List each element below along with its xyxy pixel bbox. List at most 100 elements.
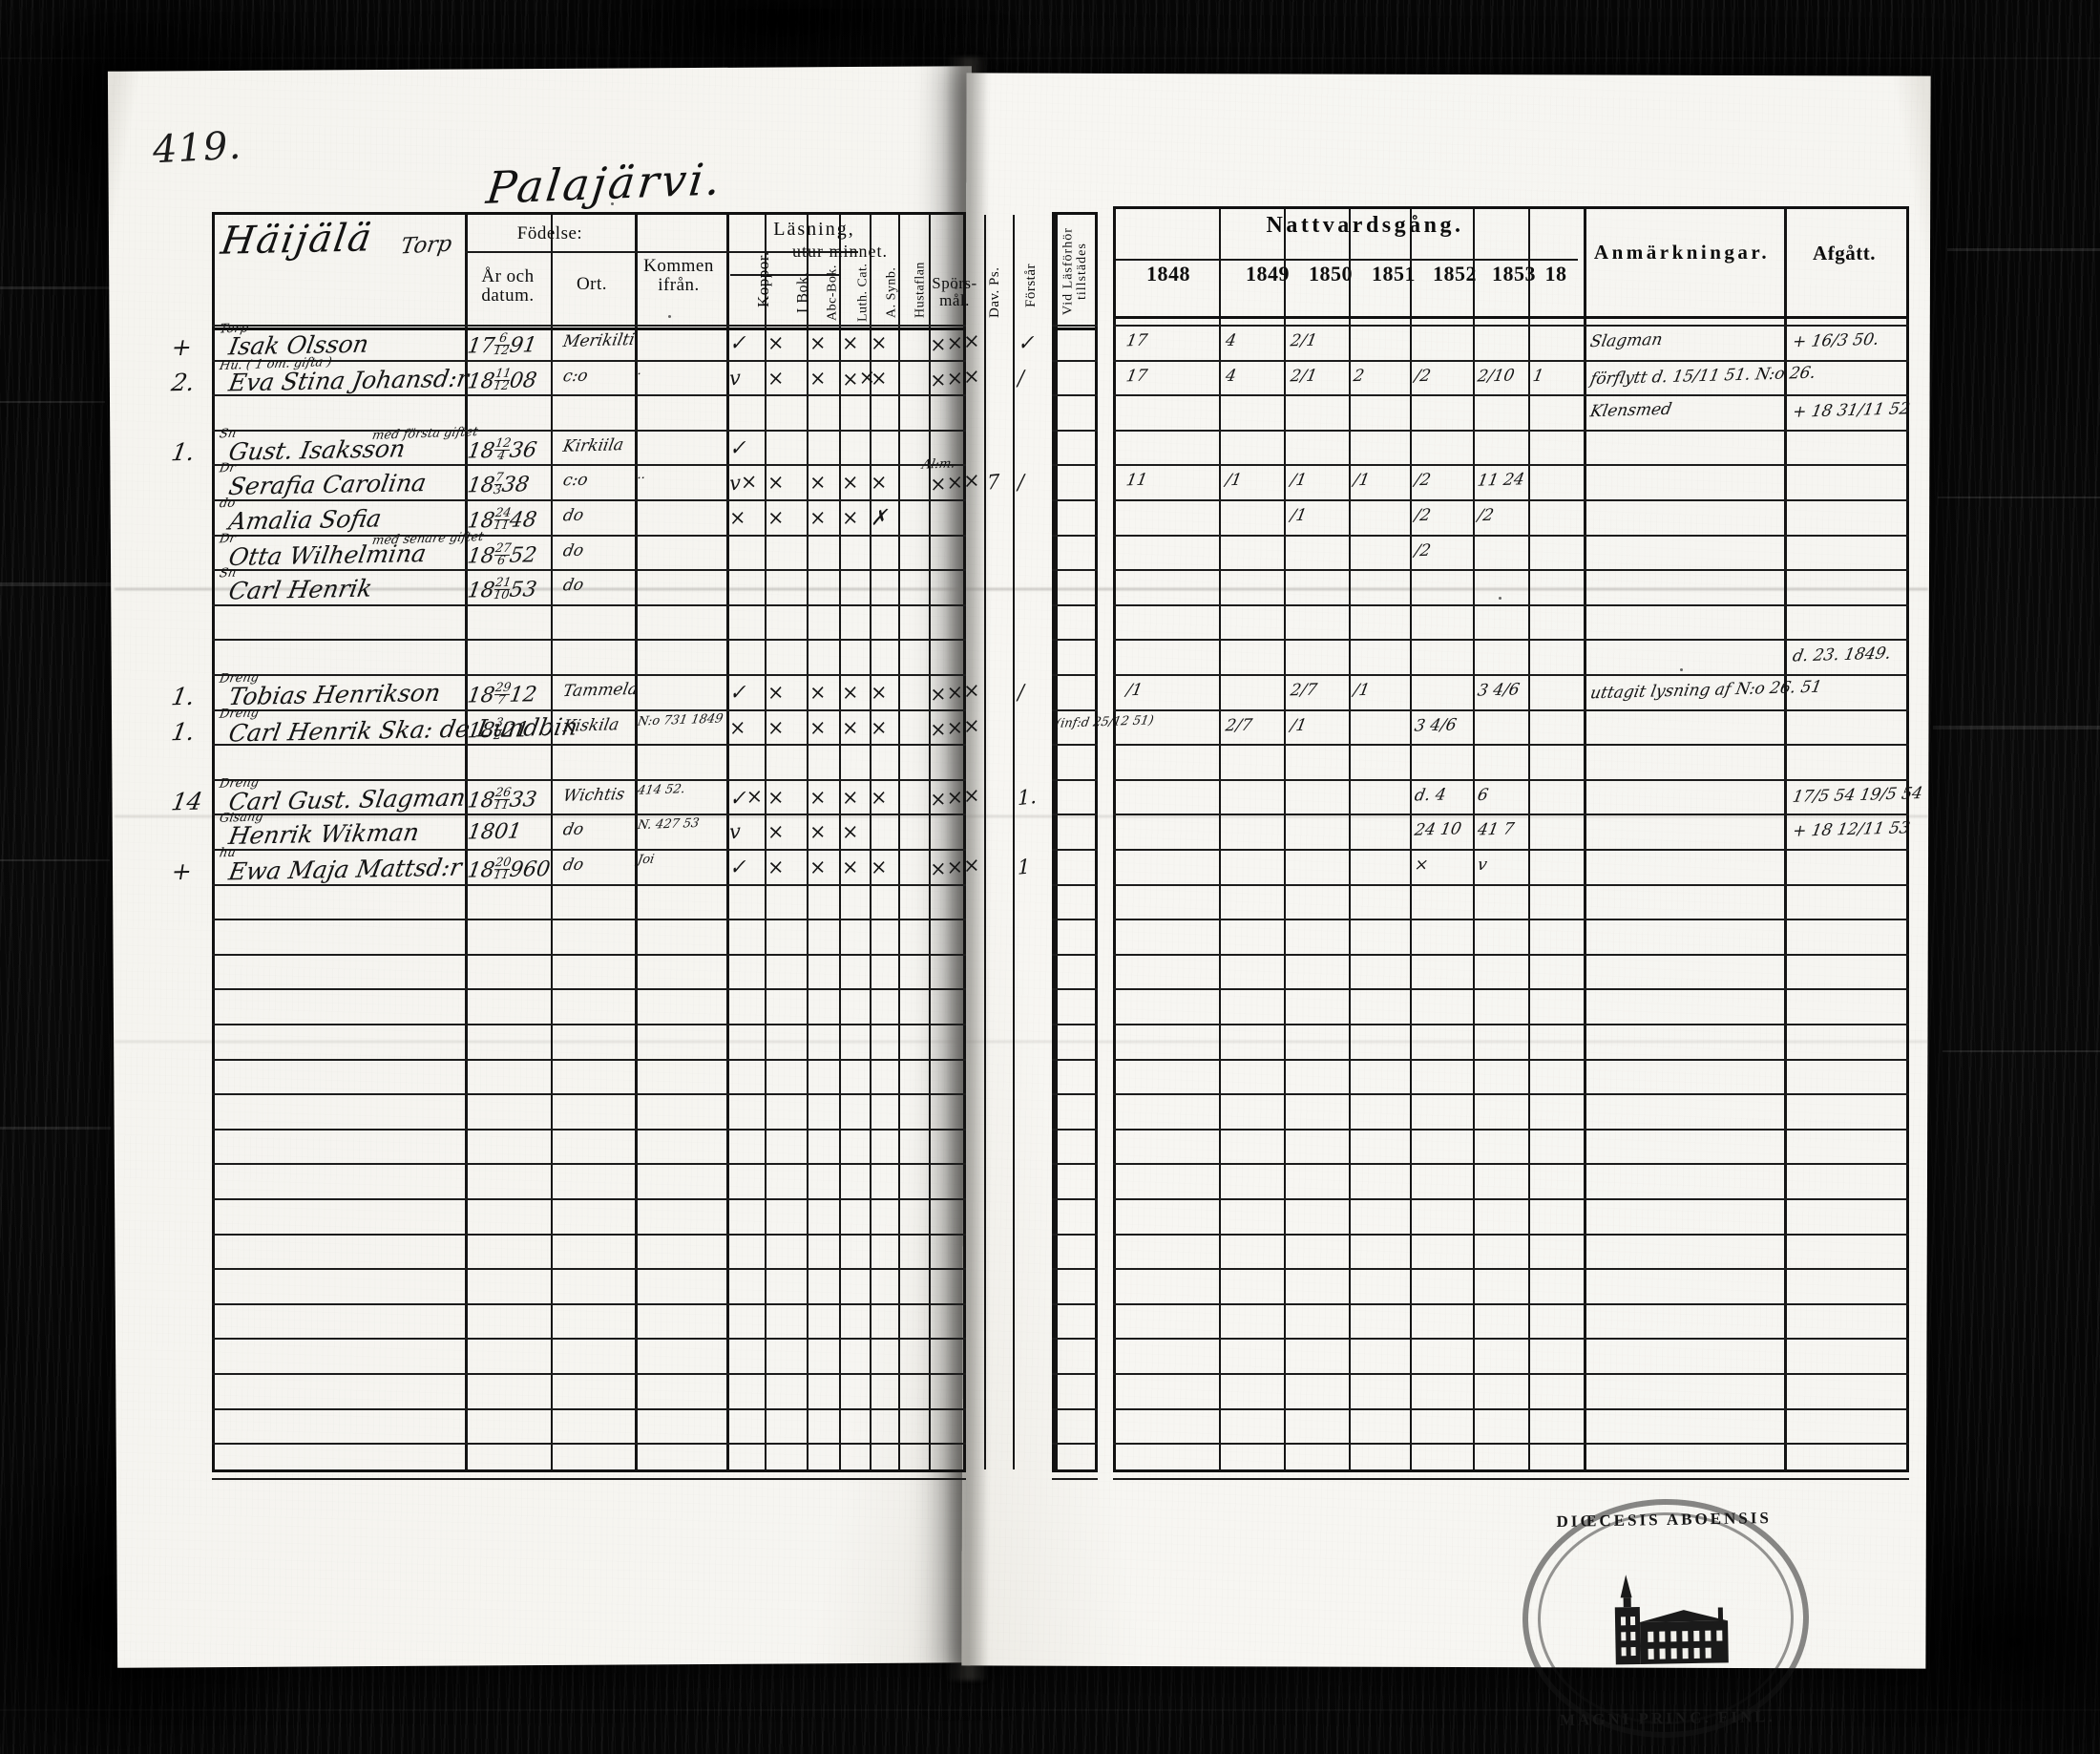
row-reading-mark: ×	[767, 680, 785, 705]
row-reading-mark: ×	[767, 365, 785, 391]
row-communion-mark: 2/7	[1289, 680, 1319, 701]
table-rule-line	[1113, 988, 1909, 991]
table-rule-line	[1113, 499, 1909, 501]
row-smallpox-mark: ×	[729, 505, 746, 530]
table-rule-line	[1113, 1338, 1909, 1341]
table-rule-line	[1052, 919, 1098, 921]
table-rule-line	[212, 394, 966, 397]
header-a-synb: A. Synb.	[884, 266, 899, 318]
header-lasning: Läsning,	[773, 218, 855, 240]
table-rule-line	[1113, 744, 1909, 747]
table-rule-line	[1052, 1373, 1098, 1375]
table-rule-line	[1052, 639, 1098, 642]
table-rule-line	[1113, 1163, 1909, 1166]
row-person-name: Henrik Wikman	[226, 818, 422, 851]
row-order-marker: 14	[169, 787, 205, 816]
table-rule-line	[1113, 1024, 1909, 1025]
row-departed: + 18 31/11 52	[1791, 399, 1912, 422]
table-rule-line	[212, 1302, 966, 1305]
table-rule-line	[1052, 1058, 1098, 1061]
row-come-from: N:o 731 1849	[636, 710, 724, 729]
table-rule-line	[1052, 1477, 1098, 1480]
table-rule-line	[1113, 464, 1909, 467]
table-rule-line	[212, 1233, 966, 1236]
row-smallpox-mark: v	[729, 819, 741, 845]
row-reading-mark: ×	[871, 365, 888, 391]
table-rule-line	[1113, 778, 1909, 781]
row-communion-mark: /2	[1413, 505, 1433, 526]
row-smallpox-mark: ×	[729, 714, 746, 740]
table-rule-line	[1052, 569, 1098, 572]
row-birth-date: 18 21 10 53	[465, 576, 539, 603]
row-birth-place: Kiskila	[561, 714, 621, 736]
table-rule-line	[212, 1443, 966, 1446]
table-rule-line	[1113, 814, 1909, 816]
row-birth-date: 18 26 11 33	[465, 785, 539, 814]
table-rule-line	[212, 1024, 966, 1025]
table-rule-line	[1052, 359, 1098, 362]
row-reading-mark: ×	[767, 470, 785, 496]
row-communion-mark: 2/7	[1224, 715, 1254, 736]
table-rule-line	[212, 919, 966, 921]
row-reading-mark: ×	[767, 505, 785, 530]
table-rule-line	[1113, 534, 1909, 537]
table-rule-line	[212, 988, 966, 991]
row-communion-mark: /2	[1476, 505, 1496, 526]
table-rule-line	[1113, 569, 1909, 572]
table-rule-line	[1052, 849, 1098, 851]
table-rule-line	[1113, 325, 1909, 327]
row-reading-mark: ×	[871, 470, 888, 496]
table-rule-line	[1052, 1128, 1098, 1131]
row-order-marker: +	[169, 856, 195, 886]
row-person-name: Eva Stina Johansd:r	[226, 364, 472, 397]
row-reading-mark: ×	[809, 330, 827, 355]
row-birth-place: Wichtis	[561, 784, 627, 806]
row-birth-place: Merikilti	[561, 329, 637, 352]
table-rule-line	[212, 708, 966, 711]
seal-text-bottom: MAGNI PRINC. FINL.	[1559, 1707, 1775, 1729]
row-reading-mark: ×	[809, 680, 827, 705]
header-year-1849: 1849	[1246, 262, 1290, 286]
row-person-name: Isak Olsson	[226, 329, 371, 361]
table-rule-line	[212, 1058, 966, 1061]
table-rule-line	[1052, 1443, 1098, 1446]
row-person-name: Ewa Maja Mattsd:r	[226, 853, 464, 886]
row-forstar-mark: /	[1018, 680, 1025, 705]
table-rule-line	[212, 569, 966, 572]
table-rule-line	[1113, 883, 1909, 886]
row-reading-mark: ×	[842, 470, 859, 496]
table-rule-line	[1113, 1407, 1909, 1410]
table-rule-line	[212, 1128, 966, 1131]
table-rule-line	[212, 359, 966, 362]
row-communion-mark: /1	[1224, 471, 1244, 491]
row-reading-mark: ×	[809, 784, 827, 810]
row-smallpox-mark: v	[729, 365, 741, 391]
table-rule-line	[1113, 708, 1909, 711]
row-communion-mark: d. 4	[1413, 785, 1448, 806]
row-reading-mark: ×	[809, 470, 827, 496]
row-reading-mark: ×	[842, 680, 859, 705]
row-order-marker: 1.	[169, 437, 198, 467]
row-communion-mark: 2/1	[1289, 330, 1319, 351]
row-communion-mark: 2/1	[1289, 366, 1319, 387]
row-forstar-mark: ✓	[1018, 330, 1035, 355]
table-rule-line	[1113, 1477, 1909, 1480]
row-departed: 17/5 54 19/5 54	[1791, 783, 1924, 807]
header-year-1851: 1851	[1372, 262, 1416, 286]
row-reading-mark: ×	[809, 365, 827, 391]
table-rule-line	[212, 1163, 966, 1166]
row-birth-place: do	[561, 820, 586, 840]
row-come-from: Joi	[636, 852, 656, 868]
row-forstar-mark: /	[1018, 366, 1025, 391]
row-reading-mark: ✗	[871, 505, 888, 530]
table-rule-line	[1113, 394, 1909, 397]
header-birth-place: Ort.	[576, 274, 608, 295]
row-communion-mark: 41 7	[1476, 819, 1516, 840]
table-rule-line	[1113, 1443, 1909, 1446]
table-rule-line	[212, 1198, 966, 1200]
row-departed: + 18 12/11 53	[1791, 818, 1912, 842]
row-communion-mark: /1	[1289, 471, 1309, 491]
row-smallpox-mark: ✓	[729, 855, 746, 879]
table-rule-line	[1113, 603, 1909, 606]
